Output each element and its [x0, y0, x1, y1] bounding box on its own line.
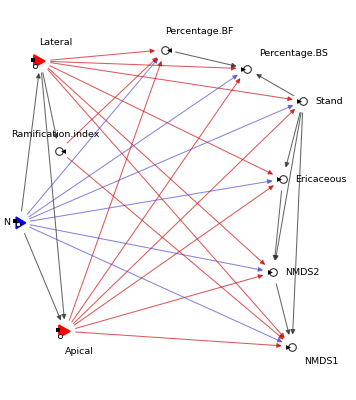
- Text: Percentage.BS: Percentage.BS: [259, 49, 328, 58]
- Polygon shape: [34, 55, 45, 67]
- Polygon shape: [59, 325, 70, 338]
- Text: Ericaceous: Ericaceous: [295, 174, 346, 184]
- Text: NMDS2: NMDS2: [285, 268, 320, 277]
- Text: Apical: Apical: [66, 347, 94, 356]
- Text: Ramification.index: Ramification.index: [11, 130, 99, 139]
- Text: Stand: Stand: [315, 96, 342, 106]
- Text: N: N: [3, 218, 10, 227]
- Text: Percentage.BF: Percentage.BF: [166, 27, 234, 36]
- Polygon shape: [16, 217, 26, 229]
- Text: NMDS1: NMDS1: [304, 357, 339, 366]
- Text: Lateral: Lateral: [39, 38, 72, 47]
